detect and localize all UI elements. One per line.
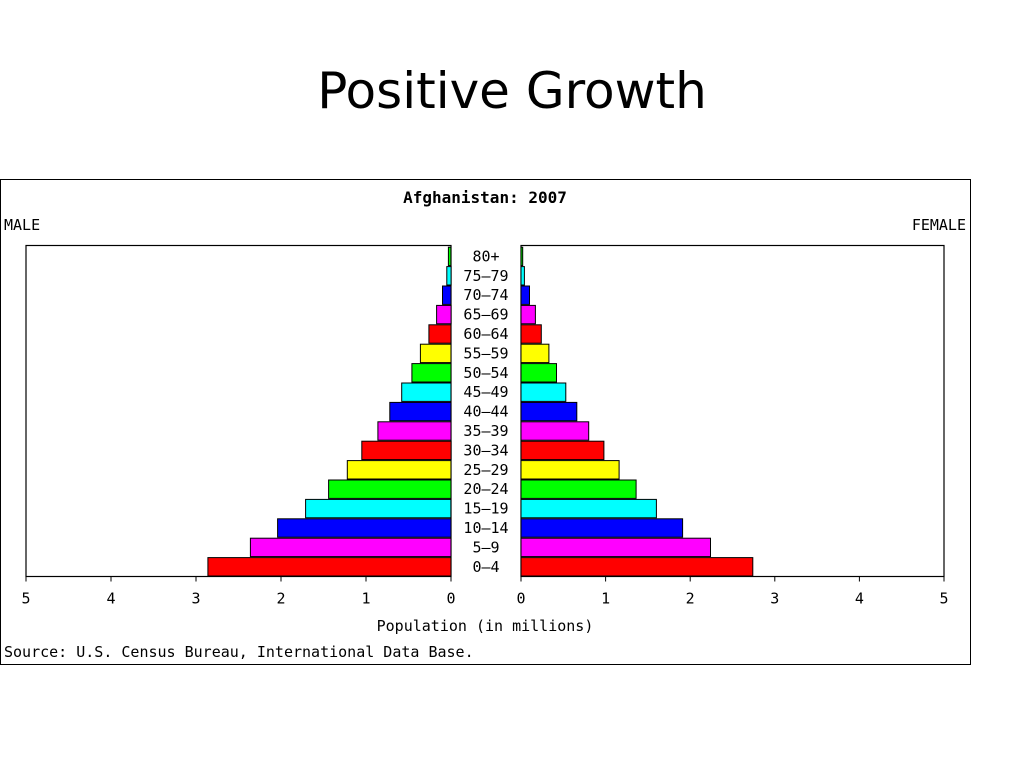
male-tick-label-1: 1 [361, 590, 370, 608]
female-bar-60-64 [520, 324, 542, 344]
female-bar-75-79 [520, 266, 525, 286]
male-bar-5-9 [249, 537, 452, 558]
age-label-40-44: 40–44 [463, 403, 508, 421]
female-bar-50-54 [520, 363, 557, 383]
age-label-80+: 80+ [472, 247, 499, 265]
male-x-axis: 0 1 2 3 4 5 [21, 576, 456, 608]
age-label-75-79: 75–79 [463, 267, 508, 285]
male-bar-70-74 [442, 285, 452, 305]
male-bar-0-4 [207, 557, 452, 577]
male-bar-55-59 [419, 343, 452, 364]
age-label-20-24: 20–24 [463, 480, 508, 498]
female-tick-label-5: 5 [939, 590, 948, 608]
age-label-35-39: 35–39 [463, 422, 508, 440]
female-tick-label-0: 0 [516, 590, 525, 608]
female-tick-label-4: 4 [855, 590, 864, 608]
male-tick-label-5: 5 [21, 590, 30, 608]
age-label-50-54: 50–54 [463, 364, 508, 382]
male-bar-20-24 [328, 479, 452, 499]
male-tick-label-0: 0 [446, 590, 455, 608]
female-bar-55-59 [520, 343, 550, 364]
chart-title: Afghanistan: 2007 [403, 188, 567, 207]
female-bar-25-29 [520, 460, 620, 480]
female-bar-0-4 [520, 557, 754, 577]
female-tick-label-2: 2 [686, 590, 695, 608]
source-note: Source: U.S. Census Bureau, Internationa… [4, 643, 474, 661]
age-label-65-69: 65–69 [463, 306, 508, 324]
male-bar-30-34 [361, 440, 452, 461]
age-label-60-64: 60–64 [463, 325, 508, 343]
female-bar-20-24 [520, 479, 637, 499]
male-bar-60-64 [428, 324, 452, 344]
female-bar-45-49 [520, 382, 567, 402]
pyramid-svg: Afghanistan: 2007 MALE FEMALE 0–4 5–910–1… [4, 188, 966, 661]
male-bars [207, 246, 452, 577]
age-label-55-59: 55–59 [463, 344, 508, 362]
female-bar-70-74 [520, 285, 530, 305]
male-bar-75-79 [446, 266, 452, 286]
population-pyramid-chart: Afghanistan: 2007 MALE FEMALE 0–4 5–9 10–1… [0, 179, 971, 665]
age-label-15-19: 15–19 [463, 500, 508, 518]
female-bar-80+ [520, 246, 524, 267]
female-bar-65-69 [520, 304, 536, 325]
male-bar-15-19 [305, 498, 452, 519]
female-label: FEMALE [912, 216, 966, 234]
male-tick-label-2: 2 [276, 590, 285, 608]
male-tick-label-3: 3 [191, 590, 200, 608]
age-label-45-49: 45–49 [463, 383, 508, 401]
male-tick-label-4: 4 [106, 590, 115, 608]
male-bar-50-54 [411, 363, 452, 383]
male-bar-35-39 [377, 421, 452, 441]
female-tick-label-3: 3 [770, 590, 779, 608]
female-bar-5-9 [520, 537, 711, 558]
male-bar-25-29 [346, 460, 452, 480]
male-bar-40-44 [389, 401, 452, 422]
female-x-axis: 0 1 2 3 4 5 [516, 576, 949, 608]
age-label-0-4: 0–4 [472, 558, 499, 576]
female-bar-15-19 [520, 498, 657, 519]
female-bars [520, 246, 754, 577]
age-label-30-34: 30–34 [463, 441, 508, 459]
male-bar-45-49 [401, 382, 452, 402]
male-label: MALE [4, 216, 40, 234]
x-axis-label: Population (in millions) [377, 617, 594, 635]
female-tick-label-1: 1 [601, 590, 610, 608]
slide-title: Positive Growth [317, 62, 707, 120]
male-bar-65-69 [436, 304, 452, 325]
female-bar-10-14 [520, 518, 684, 538]
age-label-5-9: 5–9 [472, 538, 499, 556]
age-label-10-14: 10–14 [463, 519, 508, 537]
male-bar-10-14 [277, 518, 452, 538]
age-label-70-74: 70–74 [463, 286, 508, 304]
male-bar-80+ [447, 246, 452, 267]
female-bar-40-44 [520, 401, 578, 422]
female-bar-35-39 [520, 421, 590, 441]
age-label-25-29: 25–29 [463, 461, 508, 479]
female-bar-30-34 [520, 440, 605, 461]
